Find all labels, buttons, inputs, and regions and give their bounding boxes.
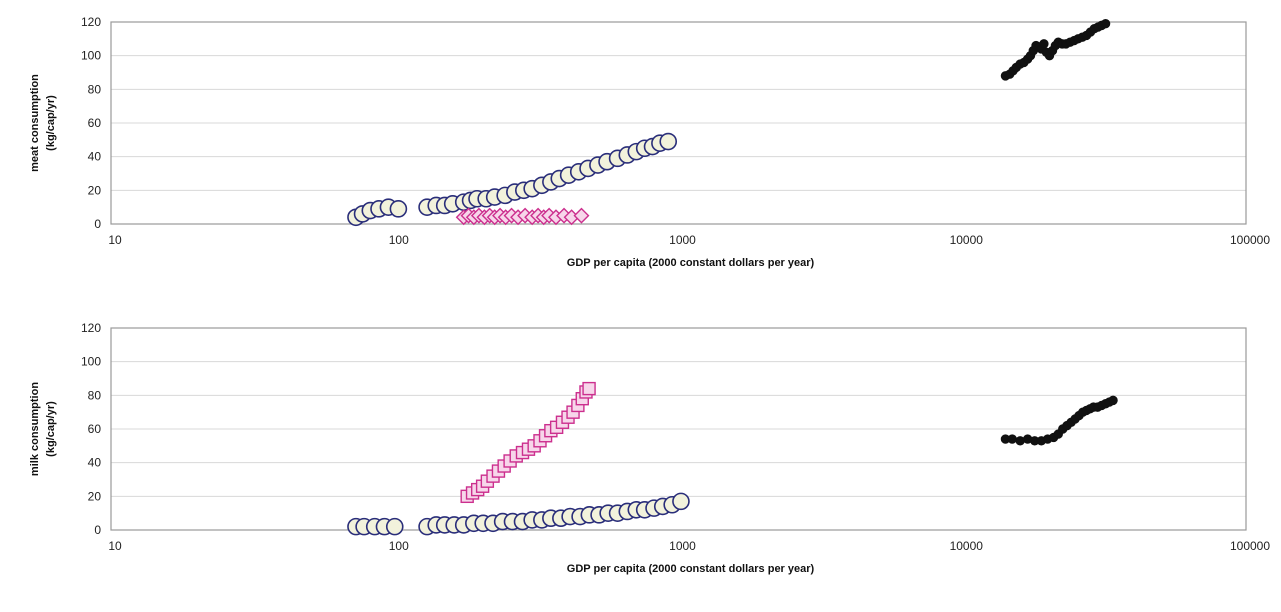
y-tick-label: 100 — [81, 355, 101, 369]
y-tick-label: 20 — [88, 183, 102, 197]
y-axis-label: (kg/cap/yr) — [45, 401, 57, 457]
series-circle — [347, 132, 678, 227]
data-point — [389, 200, 408, 218]
x-tick-label: 100000 — [1230, 539, 1270, 553]
data-point — [1108, 395, 1118, 406]
milk-consumption-chart: 0 20 40 60 80 100 120 10 100 1000 10000 100000 GDP p… — [29, 321, 1270, 575]
x-tick-label: 1000 — [669, 539, 696, 553]
x-tick-label: 100000 — [1230, 233, 1270, 247]
y-tick-label: 100 — [81, 49, 101, 63]
data-point — [385, 517, 404, 536]
y-tick-label: 80 — [88, 82, 102, 96]
y-tick-label: 40 — [88, 456, 102, 470]
y-tick-label: 60 — [88, 422, 102, 436]
y-tick-label: 0 — [94, 523, 101, 537]
y-tick-label: 20 — [88, 489, 102, 503]
data-point — [672, 492, 690, 511]
y-tick-label: 120 — [81, 321, 101, 335]
y-tick-label: 60 — [88, 116, 102, 130]
series-dot — [1000, 18, 1111, 81]
series-square — [460, 381, 596, 504]
x-tick-label: 100 — [389, 539, 409, 553]
y-tick-label: 40 — [88, 150, 102, 164]
plot-area — [110, 327, 1247, 531]
x-tick-label: 10 — [108, 233, 122, 247]
series-diamond — [455, 207, 590, 226]
data-point — [1100, 18, 1111, 29]
x-tick-label: 100 — [389, 233, 409, 247]
data-point — [1007, 434, 1017, 444]
data-point — [1015, 436, 1025, 446]
x-tick-label: 10000 — [950, 233, 984, 247]
data-point — [659, 132, 678, 151]
x-tick-label: 10 — [108, 539, 122, 553]
x-tick-label: 1000 — [669, 233, 696, 247]
meat-consumption-chart: 0 20 40 60 80 100 120 10 100 1000 10000 100000 GDP p… — [29, 15, 1270, 269]
y-tick-label: 80 — [88, 388, 102, 402]
plot-area — [110, 21, 1247, 225]
series-dot — [1000, 395, 1118, 446]
y-axis-label: milk consumption — [29, 382, 41, 476]
y-axis-label: meat consumption — [29, 74, 41, 172]
x-tick-label: 10000 — [950, 539, 984, 553]
y-axis-label: (kg/cap/yr) — [45, 95, 57, 151]
y-tick-label: 120 — [81, 15, 101, 29]
data-point — [1039, 39, 1049, 49]
y-tick-label: 0 — [94, 217, 101, 231]
data-point — [582, 381, 596, 396]
series-circle — [347, 492, 690, 536]
x-axis-label: GDP per capita (2000 constant dollars pe… — [567, 563, 815, 575]
x-axis-label: GDP per capita (2000 constant dollars pe… — [567, 257, 815, 269]
data-point — [573, 207, 590, 224]
